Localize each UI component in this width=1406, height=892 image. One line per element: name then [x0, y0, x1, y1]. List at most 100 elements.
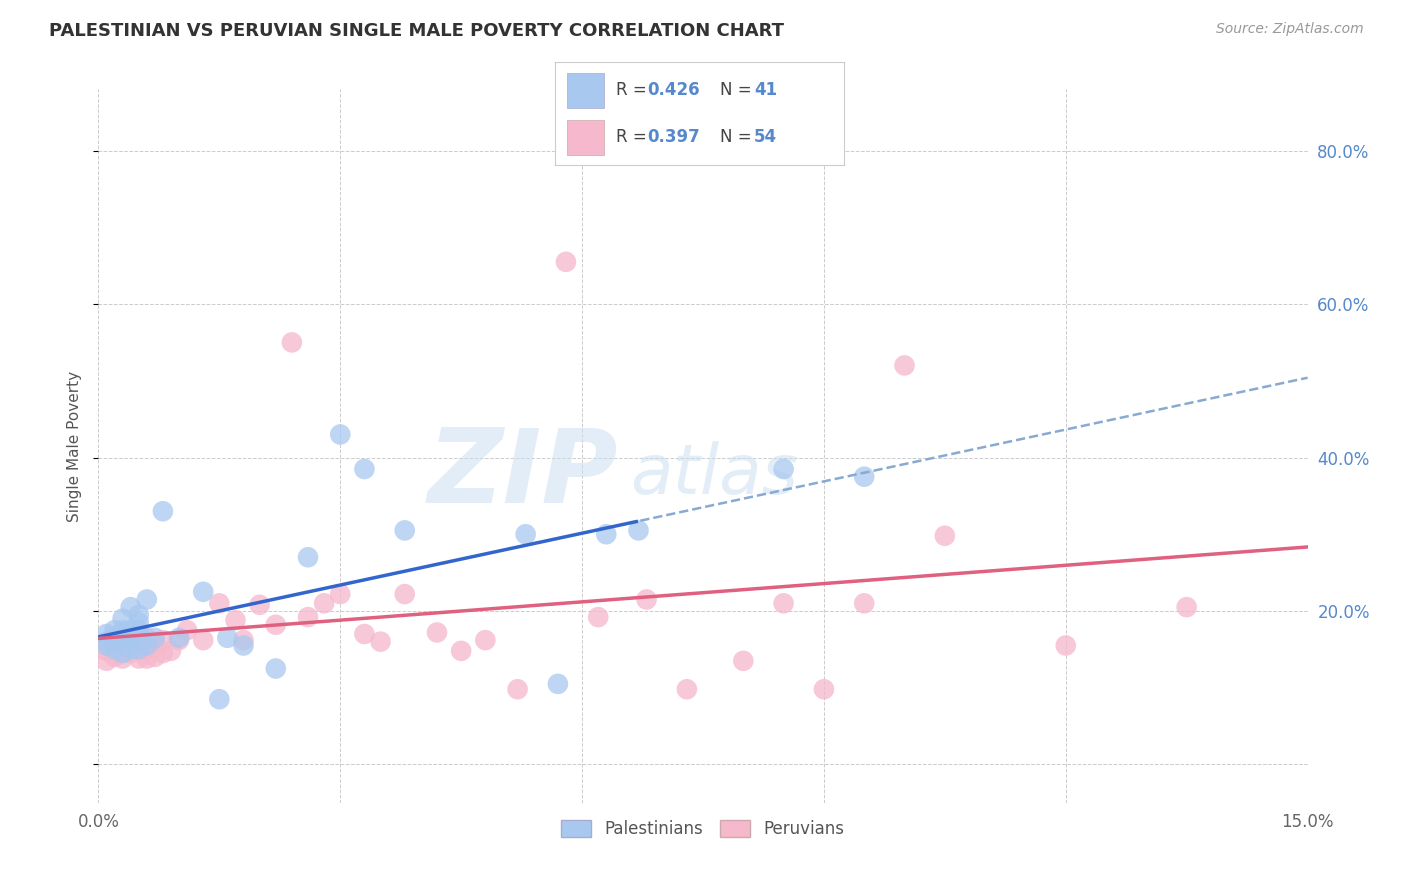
Text: PALESTINIAN VS PERUVIAN SINGLE MALE POVERTY CORRELATION CHART: PALESTINIAN VS PERUVIAN SINGLE MALE POVE…: [49, 22, 785, 40]
Point: [208, 692, 231, 706]
Bar: [567, 120, 605, 155]
Point: [297, 550, 319, 565]
Point: [111, 651, 134, 665]
Point: [143, 636, 166, 650]
Point: [394, 587, 416, 601]
Point: [314, 596, 336, 610]
Point: [450, 644, 472, 658]
Point: [853, 596, 876, 610]
Point: [176, 623, 198, 637]
Point: [128, 607, 150, 622]
Point: [772, 462, 794, 476]
Point: [128, 625, 150, 640]
Point: [120, 636, 142, 650]
Point: [893, 359, 915, 373]
Point: [120, 600, 142, 615]
Point: [394, 524, 416, 538]
Point: [128, 642, 150, 657]
Text: Source: ZipAtlas.com: Source: ZipAtlas.com: [1216, 22, 1364, 37]
Point: [208, 596, 231, 610]
Point: [111, 623, 134, 637]
Point: [1054, 639, 1077, 653]
Point: [111, 646, 134, 660]
Point: [120, 623, 142, 637]
Point: [555, 255, 578, 269]
Point: [264, 617, 287, 632]
Point: [370, 634, 392, 648]
Point: [329, 587, 352, 601]
Point: [297, 610, 319, 624]
Point: [135, 642, 157, 657]
Point: [224, 613, 246, 627]
Text: 41: 41: [754, 81, 778, 99]
Point: [103, 642, 125, 657]
Text: R =: R =: [616, 81, 652, 99]
Point: [167, 631, 190, 645]
Point: [934, 529, 956, 543]
Point: [506, 682, 529, 697]
Point: [103, 623, 125, 637]
Point: [103, 650, 125, 665]
Bar: [567, 73, 605, 108]
Point: [627, 524, 650, 538]
Point: [103, 640, 125, 655]
Point: [353, 462, 375, 476]
Point: [143, 631, 166, 645]
Text: N =: N =: [720, 128, 756, 146]
Point: [128, 642, 150, 657]
Point: [152, 646, 174, 660]
Y-axis label: Single Male Poverty: Single Male Poverty: [67, 370, 83, 522]
Point: [329, 427, 352, 442]
Text: 0.426: 0.426: [648, 81, 700, 99]
Point: [135, 631, 157, 645]
Point: [515, 527, 537, 541]
Text: R =: R =: [616, 128, 652, 146]
Point: [103, 631, 125, 645]
Point: [120, 642, 142, 657]
Point: [111, 642, 134, 657]
Point: [103, 634, 125, 648]
Point: [281, 335, 304, 350]
Point: [152, 504, 174, 518]
Point: [96, 644, 118, 658]
Point: [813, 682, 835, 697]
Point: [128, 634, 150, 648]
Point: [853, 469, 876, 483]
Point: [586, 610, 609, 624]
Point: [120, 646, 142, 660]
Point: [135, 639, 157, 653]
Point: [193, 633, 215, 648]
Point: [111, 631, 134, 645]
Point: [167, 633, 190, 648]
Point: [232, 639, 254, 653]
Text: 54: 54: [754, 128, 778, 146]
Point: [193, 584, 215, 599]
Text: atlas: atlas: [630, 441, 799, 508]
Point: [595, 527, 617, 541]
Point: [733, 654, 755, 668]
Point: [96, 639, 118, 653]
Point: [111, 639, 134, 653]
Point: [96, 636, 118, 650]
Point: [96, 634, 118, 648]
Point: [232, 633, 254, 648]
Point: [1175, 600, 1198, 615]
Point: [135, 592, 157, 607]
Point: [547, 677, 569, 691]
Point: [111, 633, 134, 648]
Legend: Palestinians, Peruvians: Palestinians, Peruvians: [555, 813, 851, 845]
Point: [772, 596, 794, 610]
Point: [103, 634, 125, 648]
Point: [128, 615, 150, 630]
Point: [111, 612, 134, 626]
Point: [135, 651, 157, 665]
Text: ZIP: ZIP: [427, 424, 619, 525]
Point: [474, 633, 496, 648]
Point: [128, 651, 150, 665]
Point: [160, 644, 183, 658]
Text: N =: N =: [720, 81, 756, 99]
Point: [143, 650, 166, 665]
Point: [353, 627, 375, 641]
Point: [264, 661, 287, 675]
Point: [152, 633, 174, 648]
